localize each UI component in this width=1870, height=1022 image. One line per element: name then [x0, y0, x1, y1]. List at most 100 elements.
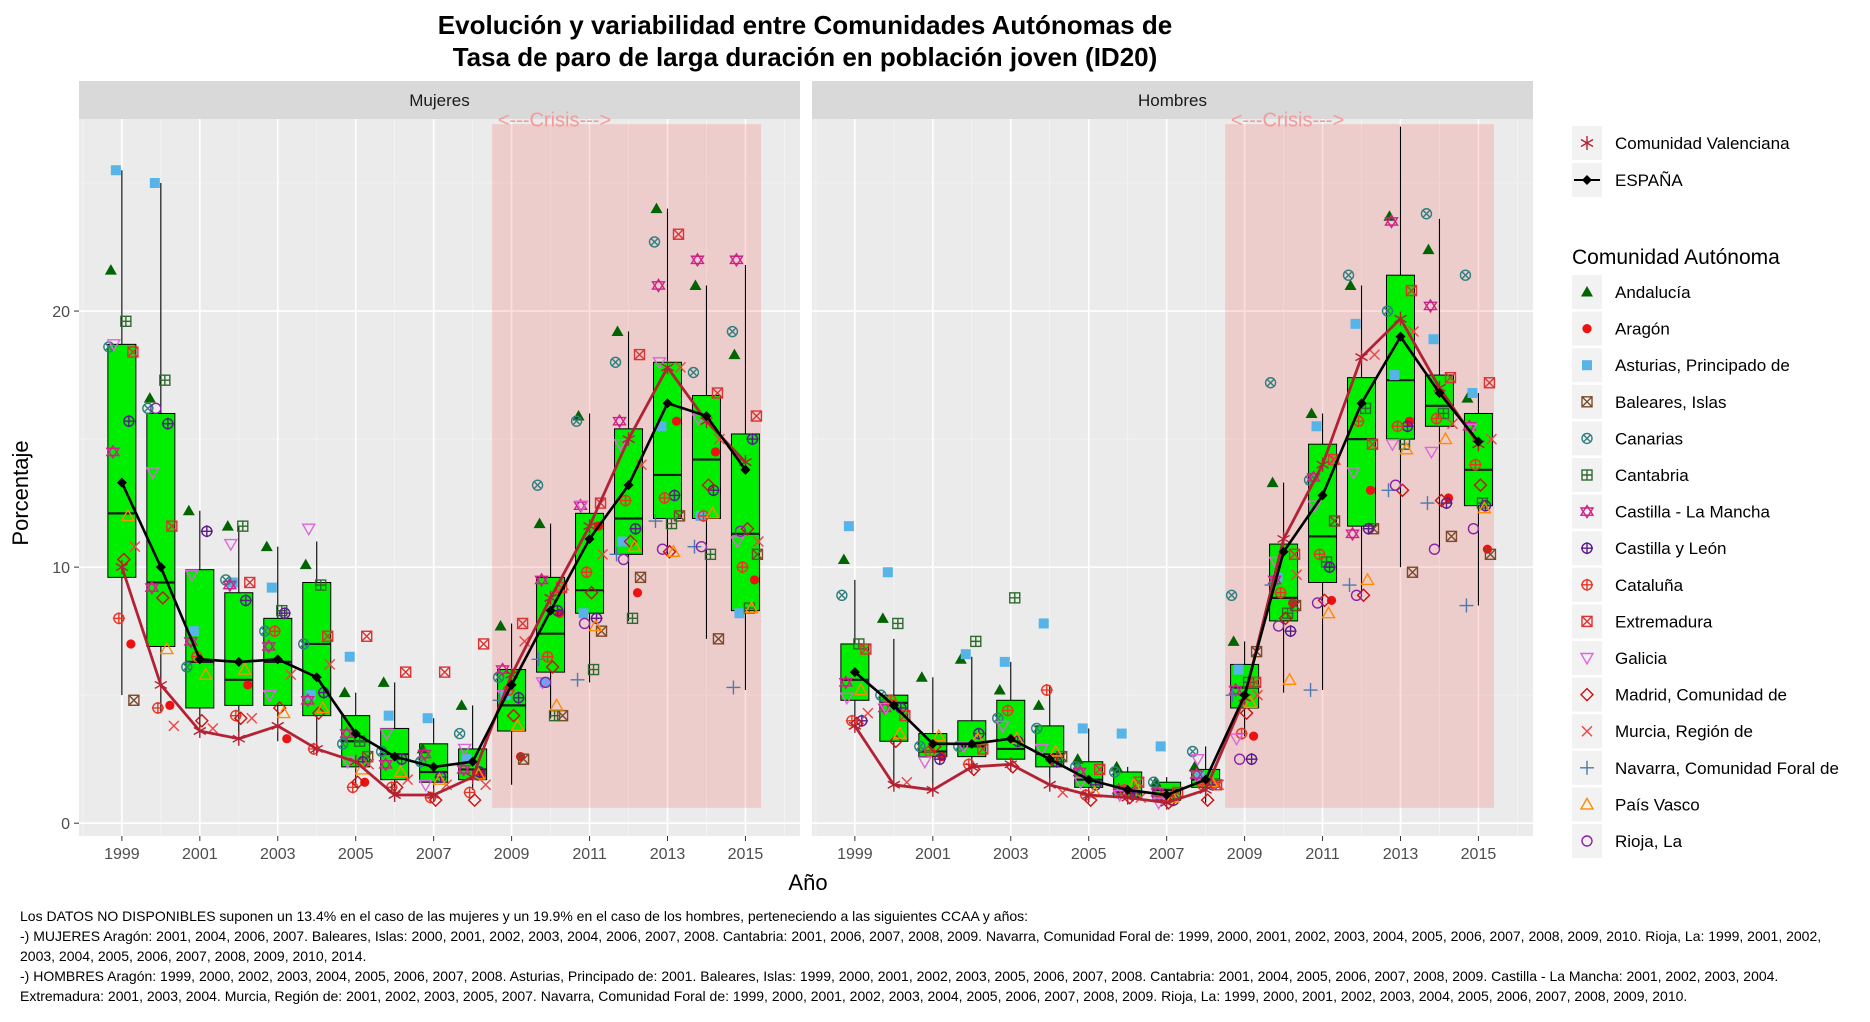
point-castilla-la-mancha-hombres-2013	[1384, 214, 1399, 229]
point-canarias-hombres-2008-inner	[1188, 747, 1197, 756]
point-andalucia-mujeres-2000-shape	[143, 392, 156, 403]
point-murcia-region-de-mujeres-2002	[246, 712, 258, 724]
point-andalucia-hombres-2000	[876, 612, 889, 623]
point-espana-mujeres-2007-shape	[428, 761, 439, 772]
point-baleares-islas-mujeres-2009	[517, 753, 530, 765]
point-canarias-hombres-2006-inner	[1110, 767, 1119, 776]
legend-item-cantabria-marker	[1581, 469, 1593, 481]
point-andalucia-mujeres-2003	[260, 540, 273, 552]
point-comunidad-valenciana-mujeres-2012-shape	[622, 432, 635, 447]
point-cantabria-mujeres-2012-inner	[627, 613, 638, 624]
point-asturias-principado-de-mujeres-2005	[344, 651, 355, 662]
point-comunidad-valenciana-hombres-2001-shape	[926, 782, 940, 797]
y-axis-title: Porcentaje	[8, 440, 33, 545]
point-espana-hombres-2000	[888, 700, 899, 711]
point-extremadura-hombres-2010	[1288, 548, 1301, 561]
point-asturias-principado-de-hombres-2009-shape	[1233, 664, 1244, 675]
point-comunidad-valenciana-mujeres-2002	[232, 731, 246, 746]
point-madrid-comunidad-de-mujeres-2001-shape	[194, 713, 209, 728]
point-castilla-y-leon-mujeres-2009	[512, 691, 525, 704]
point-canarias-hombres-2001-shape	[914, 740, 926, 753]
point-extremadura-mujeres-2014-shape	[711, 387, 724, 399]
point-madrid-comunidad-de-hombres-2008	[1200, 793, 1215, 808]
point-asturias-principado-de-mujeres-2008-shape	[461, 754, 472, 765]
legend-item-castilla-y-leon-marker	[1581, 542, 1593, 555]
point-canarias-mujeres-2000-shape	[142, 402, 154, 415]
legend-item-navarra-comunidad-foral-de-marker-shape	[1580, 760, 1594, 775]
point-baleares-islas-mujeres-2015-inner	[751, 548, 763, 560]
point-canarias-hombres-2003-inner	[993, 714, 1002, 723]
point-cataluna-mujeres-2015-inner	[736, 561, 749, 574]
point-madrid-comunidad-de-hombres-2012	[1356, 588, 1371, 603]
point-extremadura-mujeres-2007-shape	[438, 666, 451, 678]
point-pais-vasco-mujeres-2004	[315, 700, 330, 714]
point-cataluna-mujeres-2013-inner	[658, 491, 671, 504]
point-andalucia-mujeres-2002	[221, 520, 234, 531]
legend-item-cantabria: Cantabria	[1572, 458, 1689, 492]
chart-title-line-2: Tasa de paro de larga duración en poblac…	[453, 42, 1158, 72]
point-comunidad-valenciana-hombres-2005	[1082, 788, 1096, 803]
point-andalucia-mujeres-2014-shape	[689, 279, 702, 290]
point-murcia-region-de-hombres-2012-shape	[1369, 349, 1381, 361]
point-baleares-islas-mujeres-1999	[128, 694, 140, 706]
point-navarra-comunidad-foral-de-hombres-2012	[1342, 578, 1357, 593]
point-murcia-region-de-mujeres-1999	[129, 541, 141, 553]
point-cantabria-mujeres-2002-inner	[237, 521, 248, 532]
point-andalucia-hombres-2006-shape	[1110, 760, 1123, 772]
point-baleares-islas-hombres-2015-inner	[1484, 548, 1496, 560]
panel-hombres: Hombres <---Crisis---> 1999 2001 2003 2005 200…	[812, 81, 1533, 863]
legend-item-rioja-la-label: Rioja, La	[1615, 832, 1683, 851]
point-aragon-hombres-2012	[1365, 485, 1376, 495]
point-madrid-comunidad-de-mujeres-2009-shape	[506, 708, 521, 723]
point-asturias-principado-de-mujeres-2012	[617, 536, 628, 547]
point-espana-hombres-2011	[1317, 490, 1328, 501]
point-madrid-comunidad-de-hombres-2010	[1278, 611, 1293, 626]
point-murcia-region-de-mujeres-2015	[752, 536, 764, 548]
x-tick-label-mujeres-2011: 2011	[572, 846, 607, 863]
point-canarias-mujeres-2004	[298, 638, 310, 650]
point-comunidad-valenciana-mujeres-2007-shape	[427, 788, 441, 803]
point-andalucia-hombres-2009-shape	[1227, 635, 1240, 646]
point-espana-mujeres-2011	[584, 533, 595, 544]
point-castilla-la-mancha-mujeres-1999-shape	[105, 444, 121, 457]
point-canarias-hombres-2014-shape	[1420, 208, 1433, 220]
point-espana-mujeres-2001	[194, 654, 205, 665]
point-andalucia-mujeres-2006-shape	[377, 676, 390, 687]
point-aragon-mujeres-2015-shape	[749, 575, 760, 585]
point-cataluna-mujeres-2000-inner	[151, 701, 164, 714]
point-espana-mujeres-2010	[545, 605, 556, 616]
point-pais-vasco-hombres-2010-shape	[1282, 672, 1297, 685]
point-pais-vasco-mujeres-2013-shape	[666, 544, 681, 557]
point-murcia-region-de-hombres-2015-shape	[1485, 433, 1497, 445]
point-andalucia-mujeres-2003-shape	[260, 540, 273, 552]
legend-item-aragon: Aragón	[1572, 311, 1670, 346]
point-asturias-principado-de-mujeres-2010-shape	[539, 677, 550, 688]
point-andalucia-hombres-2010	[1266, 476, 1279, 488]
point-andalucia-hombres-2003-shape	[993, 684, 1006, 695]
point-murcia-region-de-mujeres-2013-shape	[674, 361, 686, 373]
strip-label-hombres: Hombres	[1138, 91, 1207, 110]
point-navarra-comunidad-foral-de-mujeres-2010	[531, 652, 546, 667]
point-espana-hombres-2004	[1044, 754, 1055, 765]
legend-item-cataluna-label: Cataluña	[1615, 576, 1684, 595]
point-andalucia-mujeres-2015-shape	[728, 348, 741, 360]
point-galicia-hombres-2007-shape	[1151, 797, 1166, 811]
point-extremadura-hombres-2012-shape	[1366, 438, 1379, 450]
point-murcia-region-de-mujeres-2004	[324, 658, 336, 670]
point-extremadura-mujeres-1999-inner	[127, 346, 139, 358]
box-mujeres-1999	[107, 343, 137, 578]
point-asturias-principado-de-hombres-2005	[1077, 723, 1088, 734]
point-galicia-mujeres-2002	[223, 538, 238, 552]
point-madrid-comunidad-de-mujeres-2000-shape	[155, 590, 170, 605]
point-comunidad-valenciana-mujeres-2010-shape	[544, 590, 557, 605]
point-extremadura-hombres-2000-shape	[899, 709, 911, 722]
point-extremadura-hombres-2008-shape	[1210, 779, 1223, 791]
point-galicia-hombres-2000	[878, 702, 894, 716]
point-cataluna-mujeres-2003	[268, 625, 281, 638]
point-castilla-la-mancha-mujeres-2014	[690, 252, 705, 268]
point-castilla-y-leon-hombres-2010	[1284, 625, 1297, 638]
point-castilla-la-mancha-mujeres-2009	[495, 662, 510, 677]
point-canarias-hombres-2009-inner	[1227, 591, 1236, 600]
point-pais-vasco-mujeres-2006-shape	[393, 764, 408, 778]
point-extremadura-mujeres-2006	[399, 666, 412, 678]
